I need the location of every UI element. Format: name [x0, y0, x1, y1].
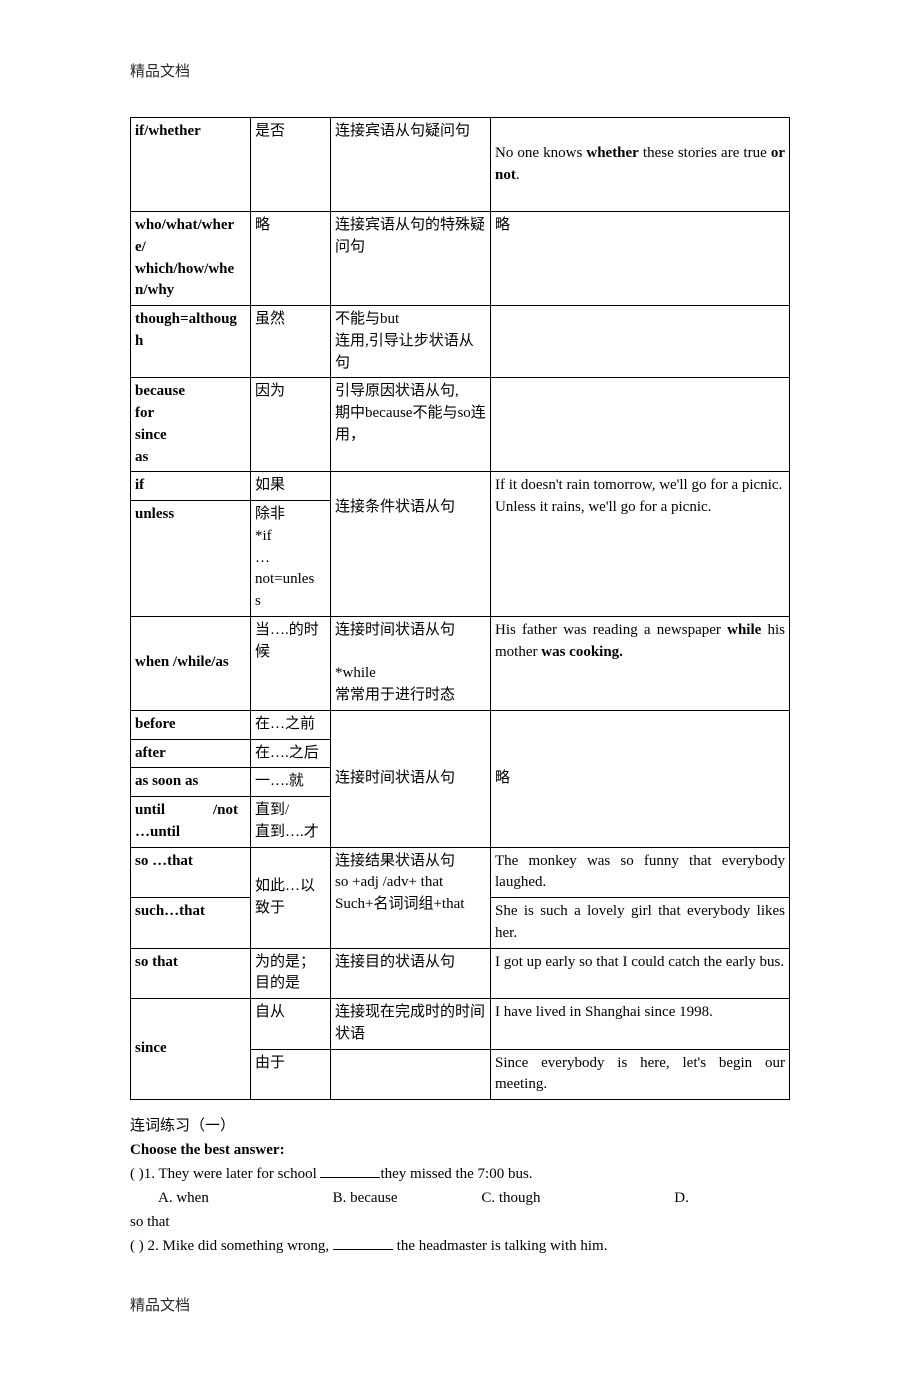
- example-cell: His father was reading a newspaper while…: [491, 616, 790, 710]
- usage-cell: 连接时间状语从句: [331, 710, 491, 847]
- blank: [333, 1237, 393, 1251]
- usage-cell: 连接结果状语从句so +adj /adv+ thatSuch+名词词组+that: [331, 847, 491, 948]
- conj-cell: if: [131, 472, 251, 501]
- table-row: when /while/as 当….的时候 连接时间状语从句*while常常用于…: [131, 616, 790, 710]
- page-footer: 精品文档: [130, 1294, 790, 1315]
- conj-cell: becauseforsinceas: [131, 378, 251, 472]
- question-1-options: A. when B. because C. though D.: [130, 1186, 790, 1210]
- usage-cell: 连接条件状语从句: [331, 472, 491, 617]
- conj-cell: before: [131, 710, 251, 739]
- usage-cell: 引导原因状语从句,期中because不能与so连用，: [331, 378, 491, 472]
- example-cell: I have lived in Shanghai since 1998.: [491, 999, 790, 1050]
- table-row: so that 为的是；目的是 连接目的状语从句 I got up early …: [131, 948, 790, 999]
- table-row: becauseforsinceas 因为 引导原因状语从句,期中because不…: [131, 378, 790, 472]
- table-row: before 在…之前 连接时间状语从句 略: [131, 710, 790, 739]
- opt-c: C. though: [481, 1190, 540, 1206]
- conj-cell: since: [131, 999, 251, 1100]
- table-row: if 如果 连接条件状语从句 If it doesn't rain tomorr…: [131, 472, 790, 501]
- conj-cell: such…that: [131, 898, 251, 949]
- opt-b: B. because: [333, 1190, 398, 1206]
- example-cell: [491, 378, 790, 472]
- usage-cell: 连接时间状语从句*while常常用于进行时态: [331, 616, 491, 710]
- table-row: though=although 虽然 不能与but连用,引导让步状语从句: [131, 306, 790, 378]
- question-1-opt-d-line2: so that: [130, 1210, 790, 1234]
- conj-cell: so …that: [131, 847, 251, 898]
- meaning-cell: 是否: [251, 118, 331, 212]
- usage-cell: 连接目的状语从句: [331, 948, 491, 999]
- meaning-cell: 因为: [251, 378, 331, 472]
- conj-cell: if/whether: [131, 118, 251, 212]
- meaning-cell: 虽然: [251, 306, 331, 378]
- usage-cell: [331, 1049, 491, 1100]
- meaning-cell: 除非*if…not=unless: [251, 501, 331, 617]
- example-cell: She is such a lovely girl that everybody…: [491, 898, 790, 949]
- example-cell: [491, 306, 790, 378]
- conj-cell: though=although: [131, 306, 251, 378]
- conj-cell: when /while/as: [131, 616, 251, 710]
- meaning-cell: 如此…以致于: [251, 847, 331, 948]
- example-cell: If it doesn't rain tomorrow, we'll go fo…: [491, 472, 790, 617]
- exercise-section: 连词练习（一） Choose the best answer: ( )1. Th…: [130, 1114, 790, 1258]
- meaning-cell: 如果: [251, 472, 331, 501]
- question-1: ( )1. They were later for school they mi…: [130, 1162, 790, 1186]
- conj-cell: as soon as: [131, 768, 251, 797]
- conj-cell: so that: [131, 948, 251, 999]
- meaning-cell: 自从: [251, 999, 331, 1050]
- example-cell: 略: [491, 710, 790, 847]
- usage-cell: 不能与but连用,引导让步状语从句: [331, 306, 491, 378]
- table-row: since 自从 连接现在完成时的时间状语 I have lived in Sh…: [131, 999, 790, 1050]
- conj-cell: after: [131, 739, 251, 768]
- example-cell: No one knows whether these stories are t…: [491, 118, 790, 212]
- meaning-cell: 为的是；目的是: [251, 948, 331, 999]
- usage-cell: 连接现在完成时的时间状语: [331, 999, 491, 1050]
- meaning-cell: 当….的时候: [251, 616, 331, 710]
- meaning-cell: 一….就: [251, 768, 331, 797]
- conj-cell: who/what/where/which/how/when/why: [131, 212, 251, 306]
- meaning-cell: 由于: [251, 1049, 331, 1100]
- page-header: 精品文档: [130, 60, 790, 81]
- meaning-cell: 在…之前: [251, 710, 331, 739]
- opt-a: A. when: [158, 1190, 209, 1206]
- example-cell: The monkey was so funny that everybody l…: [491, 847, 790, 898]
- opt-d-prefix: D.: [674, 1190, 689, 1206]
- meaning-cell: 直到/直到….才: [251, 797, 331, 848]
- example-cell: I got up early so that I could catch the…: [491, 948, 790, 999]
- question-2: ( ) 2. Mike did something wrong, the hea…: [130, 1234, 790, 1258]
- usage-cell: 连接宾语从句疑问句: [331, 118, 491, 212]
- blank: [320, 1165, 380, 1179]
- table-row: who/what/where/which/how/when/why 略 连接宾语…: [131, 212, 790, 306]
- instruction: Choose the best answer:: [130, 1138, 790, 1162]
- section-title: 连词练习（一）: [130, 1114, 790, 1138]
- conj-cell: unless: [131, 501, 251, 617]
- example-cell: 略: [491, 212, 790, 306]
- example-cell: Since everybody is here, let's begin our…: [491, 1049, 790, 1100]
- usage-cell: 连接宾语从句的特殊疑问句: [331, 212, 491, 306]
- conj-cell: until/not…until: [131, 797, 251, 848]
- grammar-table: if/whether 是否 连接宾语从句疑问句 No one knows whe…: [130, 117, 790, 1100]
- table-row: if/whether 是否 连接宾语从句疑问句 No one knows whe…: [131, 118, 790, 212]
- meaning-cell: 略: [251, 212, 331, 306]
- table-row: so …that 如此…以致于 连接结果状语从句so +adj /adv+ th…: [131, 847, 790, 898]
- meaning-cell: 在….之后: [251, 739, 331, 768]
